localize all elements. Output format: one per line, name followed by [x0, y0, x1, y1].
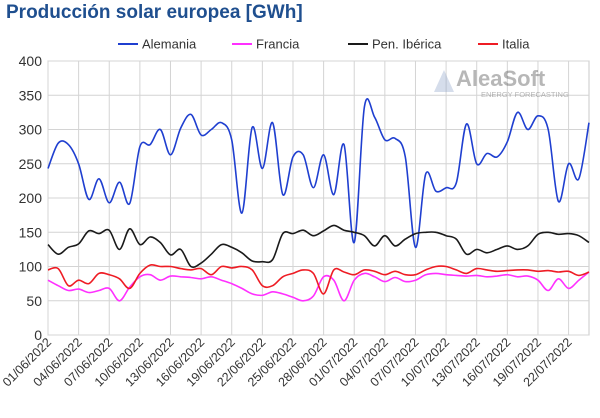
chart-title: Producción solar europea [GWh] — [6, 2, 303, 23]
legend-label: Pen. Ibérica — [372, 37, 442, 52]
watermark-brand: AleaSoft — [456, 66, 546, 91]
y-tick-label: 300 — [19, 122, 43, 138]
series-line-pen-ib-rica — [47, 224, 590, 269]
legend-label: Italia — [502, 37, 530, 52]
y-tick-label: 350 — [19, 87, 43, 103]
series-line-alemania — [47, 98, 590, 249]
watermark-icon — [434, 70, 454, 92]
y-tick-label: 200 — [19, 190, 43, 206]
legend-label: Alemania — [142, 37, 197, 52]
series-line-italia — [47, 264, 590, 295]
y-tick-label: 150 — [19, 224, 43, 240]
legend-label: Francia — [256, 37, 300, 52]
y-tick-label: 400 — [19, 53, 43, 69]
y-tick-label: 100 — [19, 259, 43, 275]
watermark-tagline: ENERGY FORECASTING — [481, 90, 569, 99]
y-tick-label: 50 — [26, 293, 42, 309]
y-tick-label: 250 — [19, 156, 43, 172]
y-tick-label: 0 — [34, 327, 42, 343]
